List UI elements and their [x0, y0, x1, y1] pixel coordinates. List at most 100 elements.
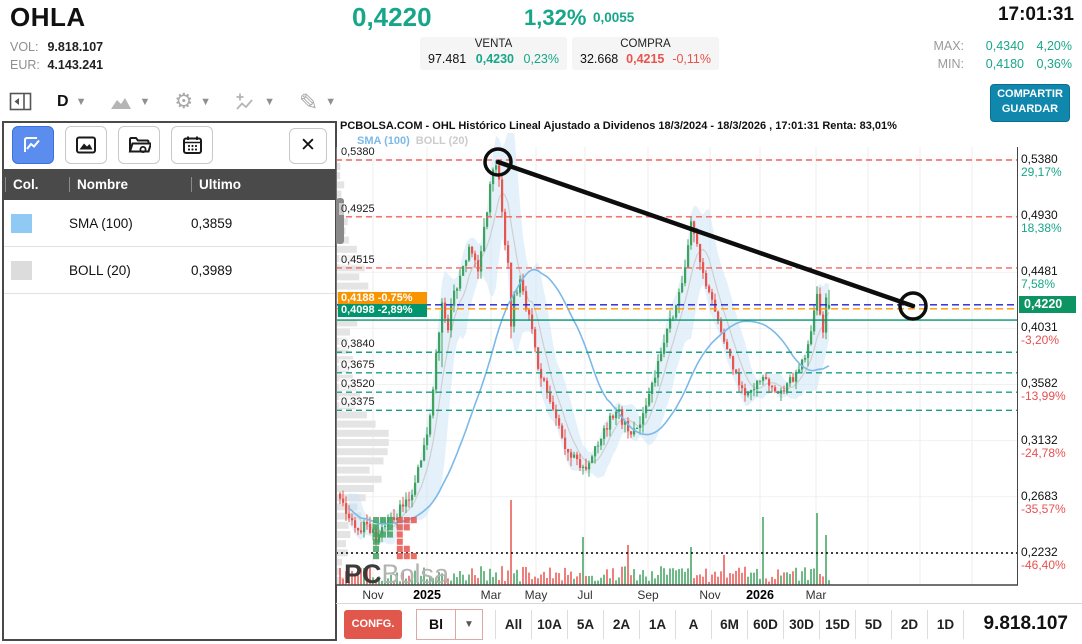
settings-button[interactable]: ⚙ — [174, 90, 194, 113]
period-button[interactable]: 2D — [892, 609, 928, 639]
period-button[interactable]: 30D — [784, 609, 820, 639]
period-button[interactable]: 5A — [568, 609, 604, 639]
chart-type-caret-icon[interactable]: ▼ — [455, 608, 483, 640]
volume-label: VOL: — [10, 40, 39, 54]
price-level-label: 0,4925 — [339, 202, 377, 215]
min-label: MIN: — [937, 57, 964, 71]
interval-selector[interactable]: D — [57, 93, 69, 110]
draw-caret-icon[interactable]: ▼ — [325, 96, 337, 108]
current-price-tag: 0,4220 — [1019, 295, 1076, 313]
tick-price: 0,4481 — [1021, 264, 1058, 279]
image-icon — [76, 136, 96, 154]
tick-percent: -13,99% — [1021, 389, 1066, 404]
period-button[interactable]: 1A — [640, 609, 676, 639]
volume-value: 9.818.107 — [47, 40, 104, 54]
period-button[interactable]: 6M — [712, 609, 748, 639]
tick-price: 0,4930 — [1021, 208, 1058, 223]
gear-icon: ⚙ — [174, 90, 194, 113]
price-level-label: 0,5380 — [339, 146, 377, 158]
tick-price: 0,2232 — [1021, 544, 1058, 559]
draw-button[interactable]: ✎ — [298, 89, 319, 115]
period-button[interactable]: 1D — [928, 609, 964, 639]
chart-legend: SMA (100) BOLL (20) — [357, 135, 474, 147]
eur-value: 4.143.241 — [47, 58, 104, 72]
price-axis-tick: 0,4481 7,58% — [1021, 265, 1058, 291]
bid-box: VENTA 97.481 0,4230 0,23% — [420, 37, 567, 70]
time-axis-label: Mar — [805, 588, 827, 602]
legend-item: SMA (100) — [357, 135, 410, 147]
color-swatch — [11, 213, 32, 233]
time-axis-label: Nov — [699, 588, 721, 602]
period-button[interactable]: 5D — [856, 609, 892, 639]
interval-caret-icon[interactable]: ▼ — [75, 96, 87, 108]
saved-settings-tab-button[interactable] — [118, 126, 160, 164]
price-level-label: 0,3840 — [339, 338, 377, 351]
tick-price: 0,2683 — [1021, 488, 1058, 503]
snapshot-tab-button[interactable] — [65, 126, 107, 164]
bid-label: VENTA — [474, 38, 513, 50]
min-row: MIN: 0,4180 0,36% — [938, 57, 1072, 71]
chart-type-selector[interactable]: Bl — [416, 608, 455, 640]
share-label: COMPARTIR — [997, 88, 1063, 100]
price-level-label: 0,3520 — [339, 378, 377, 391]
ask-pct: -0,11% — [672, 52, 711, 66]
alert-level-tag[interactable]: 0,4188 -0.75% — [338, 291, 427, 305]
column-header[interactable]: Col. — [4, 169, 68, 200]
indicator-row[interactable]: BOLL (20) 0,3989 — [4, 246, 335, 294]
indicator-last-value: 0,3859 — [190, 200, 335, 247]
eur-row: EUR: 4.143.241 — [10, 58, 103, 72]
bid-price: 0,4230 — [475, 52, 514, 66]
period-button[interactable]: A — [676, 609, 712, 639]
max-label: MAX: — [933, 39, 964, 53]
price-level-label: 0,3675 — [339, 358, 377, 371]
eur-label: EUR: — [10, 58, 40, 72]
time-axis-label: Mar — [480, 588, 502, 602]
indicator-row[interactable]: SMA (100) 0,3859 — [4, 200, 335, 247]
chart-style-button[interactable] — [110, 93, 132, 111]
time-axis-label: Nov — [362, 588, 384, 602]
column-header[interactable]: Nombre — [68, 169, 190, 200]
price-axis-tick: 0,3132 -24,78% — [1021, 433, 1066, 460]
symbol-title: OHLA — [10, 2, 86, 32]
add-indicator-caret-icon[interactable]: ▼ — [264, 96, 275, 108]
change-percent: 1,32% — [524, 5, 587, 30]
line-chart-icon — [24, 137, 40, 152]
indicators-tab-button[interactable] — [12, 126, 54, 164]
sidebar-toggle-button[interactable] — [9, 92, 33, 112]
period-button[interactable]: All — [495, 609, 532, 639]
period-button[interactable]: 2A — [604, 609, 640, 639]
ask-price: 0,4215 — [626, 52, 665, 66]
session-volume: 9.818.107 — [983, 613, 1068, 634]
column-header[interactable]: Ultimo — [190, 169, 335, 200]
calendar-icon — [182, 136, 202, 154]
time-axis-label: 2026 — [746, 588, 774, 602]
config-button[interactable]: CONFG. — [344, 609, 402, 639]
pencil-icon: ✎ — [298, 89, 319, 115]
period-button[interactable]: 60D — [748, 609, 784, 639]
calendar-tab-button[interactable] — [171, 126, 213, 164]
share-save-button[interactable]: COMPARTIR GUARDAR — [990, 84, 1070, 122]
color-swatch — [11, 260, 32, 280]
chart-style-caret-icon[interactable]: ▼ — [139, 96, 151, 108]
volume-row: VOL: 9.818.107 — [10, 40, 103, 54]
price-axis-tick: 0,5380 29,17% — [1021, 153, 1062, 179]
tick-percent: -3,20% — [1021, 333, 1060, 348]
add-indicator-button[interactable] — [235, 92, 257, 112]
price-axis-tick: 0,4031 -3,20% — [1021, 321, 1059, 347]
price-chart[interactable]: PCBolsa — [336, 133, 1018, 586]
save-label: GUARDAR — [1001, 103, 1059, 115]
price-axis-tick: 0,3582 -13,99% — [1021, 377, 1066, 403]
tick-percent: -24,78% — [1021, 445, 1066, 460]
tick-percent: 18,38% — [1021, 221, 1062, 236]
period-button[interactable]: 10A — [532, 609, 568, 639]
panel-close-button[interactable]: ✕ — [289, 128, 327, 164]
settings-caret-icon[interactable]: ▼ — [200, 96, 212, 108]
price-axis-tick: 0,4930 18,38% — [1021, 209, 1062, 235]
period-button[interactable]: 15D — [820, 609, 856, 639]
tick-percent: 29,17% — [1021, 165, 1062, 179]
legend-item: BOLL (20) — [415, 135, 469, 147]
alert-level-tag[interactable]: 0,4098 -2,89% — [338, 304, 427, 318]
last-price: 0,4220 — [352, 2, 432, 32]
panel-icon-row — [4, 123, 343, 167]
indicator-name: SMA (100) — [68, 200, 190, 247]
